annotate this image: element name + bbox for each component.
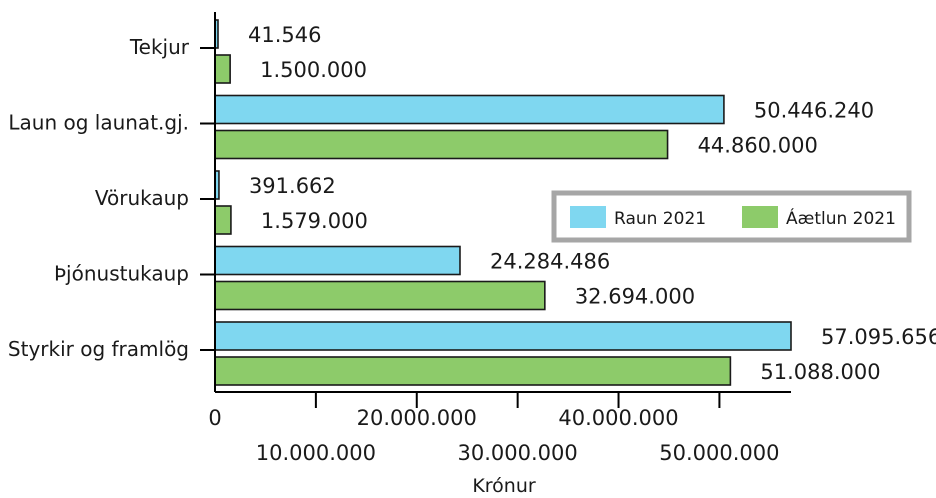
legend: Raun 2021 Áætlun 2021	[551, 190, 912, 243]
category-label-jo-nustukaup: Þjónustukaup	[54, 262, 189, 286]
x-tick-label-3: 30.000.000	[458, 441, 578, 465]
category-labels: Tekjur Laun og launat.gj. Vörukaup Þjónustu…	[8, 35, 190, 361]
bar-raun-2021-laun-og-launat-gj	[214, 94, 725, 125]
value-label-raun-2021-laun-og-launat-gj: 50.446.240	[754, 99, 874, 123]
value-label-a-tlun-2021-jo-nustukaup: 32.694.000	[575, 285, 695, 309]
value-label-a-tlun-2021-laun-og-launat-gj: 44.860.000	[698, 134, 818, 158]
legend-frame	[551, 190, 912, 243]
value-label-a-tlun-2021-vo-rukaup: 1.579.000	[261, 209, 368, 233]
x-tick-label-2: 20.000.000	[357, 406, 477, 430]
value-label-raun-2021-styrkir-og-framlo-g: 57.095.656	[821, 325, 936, 349]
bar-a-tlun-2021-vo-rukaup	[214, 205, 232, 235]
bar-a-tlun-2021-tekjur	[214, 54, 231, 84]
bar-a-tlun-2021-laun-og-launat-gj	[214, 129, 669, 160]
category-label-styrkir-og-framlo-g: Styrkir og framlög	[8, 337, 189, 361]
value-label-raun-2021-jo-nustukaup: 24.284.486	[490, 250, 610, 274]
category-label-vo-rukaup: Vörukaup	[95, 186, 189, 210]
x-tick-label-4: 40.000.000	[558, 406, 678, 430]
bar-group	[214, 19, 792, 386]
x-tick-label-1: 10.000.000	[256, 441, 376, 465]
value-labels: 41.546 1.500.000 50.446.240 44.860.000 391.6…	[248, 23, 936, 384]
bar-a-tlun-2021-jo-nustukaup	[214, 280, 546, 311]
chart-axes	[214, 12, 791, 393]
value-label-a-tlun-2021-tekjur: 1.500.000	[260, 58, 367, 82]
category-label-laun-og-launat-gj: Laun og launat.gj.	[8, 111, 189, 135]
bar-raun-2021-styrkir-og-framlo-g	[214, 321, 792, 351]
bar-a-tlun-2021-styrkir-og-framlo-g	[214, 356, 732, 386]
value-label-raun-2021-vo-rukaup: 391.662	[249, 174, 336, 198]
legend-label-raun: Raun 2021	[614, 209, 706, 229]
x-ticks: 0 10.000.000 20.000.000 30.000.000 40.000.00…	[200, 47, 780, 465]
legend-label-aaetlun: Áætlun 2021	[786, 207, 896, 229]
value-label-a-tlun-2021-styrkir-og-framlo-g: 51.088.000	[760, 360, 880, 384]
bar-raun-2021-jo-nustukaup	[214, 245, 461, 276]
legend-swatch-raun	[570, 206, 606, 228]
x-tick-label-5: 50.000.000	[659, 441, 779, 465]
legend-swatch-aaetlun	[742, 206, 778, 228]
x-tick-label-0: 0	[208, 406, 221, 430]
x-axis-title: Krónur	[472, 475, 536, 497]
category-label-tekjur: Tekjur	[129, 35, 190, 59]
value-label-raun-2021-tekjur: 41.546	[248, 23, 321, 47]
